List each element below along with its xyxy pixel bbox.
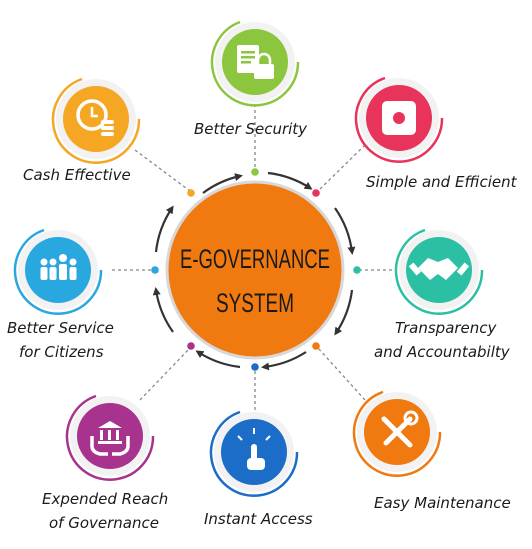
people-group-icon [40,254,77,280]
clock-coins-icon [76,99,114,136]
node-transparency [394,228,484,315]
document-lock-icon [237,45,274,79]
center-node: E-GOVERNANCE SYSTEM [165,180,345,360]
hands-building-icon [90,421,130,456]
connector-lines [112,104,392,410]
label-easy-maintenance: Easy Maintenance [374,494,511,512]
label-better-security: Better Security [194,120,308,138]
touch-hand-icon [237,428,271,470]
center-title-line1: E-GOVERNANCE [180,244,330,274]
cycle-arrows [152,171,356,371]
label-transparency-line1: Transparency [395,319,497,337]
node-better-security [210,20,300,107]
node-cash-effective [51,77,141,164]
label-cash-effective: Cash Effective [23,166,131,184]
connector-dots [151,168,361,371]
node-easy-maintenance [352,390,442,477]
label-expended-reach-line2: of Governance [49,514,159,532]
label-transparency-line2: and Accountabilty [374,343,510,361]
node-expended-reach [65,394,155,481]
label-expended-reach-line1: Expended Reach [42,490,169,508]
node-better-service [13,228,103,315]
stop-button-icon [382,101,416,135]
label-simple-efficient: Simple and Efficient [366,173,517,191]
node-simple-efficient [354,76,444,163]
handshake-icon [408,258,470,280]
label-better-service-line2: for Citizens [19,343,104,361]
label-better-service-line1: Better Service [7,319,114,337]
node-instant-access [209,410,299,497]
label-instant-access: Instant Access [204,510,313,528]
center-title-line2: SYSTEM [216,288,294,318]
